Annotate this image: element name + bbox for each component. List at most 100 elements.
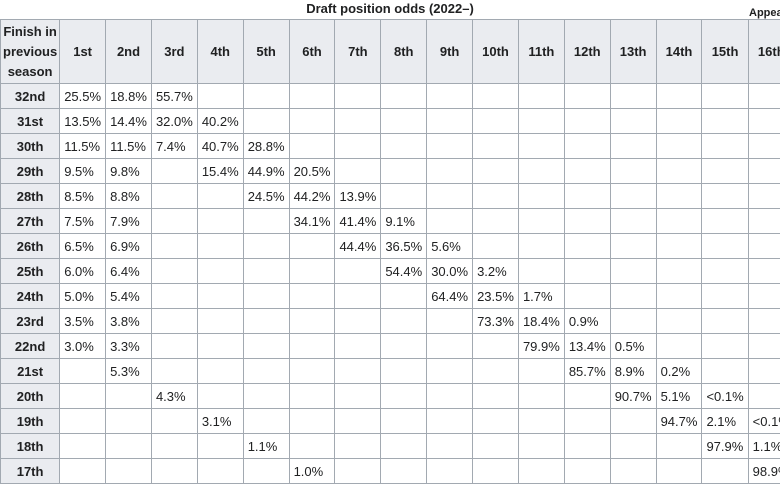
empty-cell: [563, 183, 611, 209]
odds-cell: 36.5%: [380, 233, 428, 259]
empty-cell: [747, 158, 780, 184]
empty-cell: [609, 433, 657, 459]
empty-cell: [380, 433, 428, 459]
empty-cell: [563, 208, 611, 234]
odds-cell: 79.9%: [517, 333, 565, 359]
empty-cell: [517, 158, 565, 184]
empty-cell: [609, 283, 657, 309]
empty-cell: [655, 108, 703, 134]
odds-cell: <0.1%: [747, 408, 780, 434]
empty-cell: [655, 208, 703, 234]
odds-cell: 0.5%: [609, 333, 657, 359]
empty-cell: [426, 133, 474, 159]
row-header: 28th: [0, 183, 61, 209]
empty-cell: [150, 233, 198, 259]
odds-cell: 3.1%: [196, 408, 244, 434]
empty-cell: [747, 308, 780, 334]
empty-cell: [701, 108, 749, 134]
empty-cell: [242, 233, 290, 259]
empty-cell: [517, 233, 565, 259]
odds-cell: 6.5%: [59, 233, 107, 259]
empty-cell: [701, 208, 749, 234]
odds-cell: 1.1%: [747, 433, 780, 459]
odds-cell: 0.2%: [655, 358, 703, 384]
empty-cell: [517, 133, 565, 159]
empty-cell: [380, 283, 428, 309]
empty-cell: [150, 433, 198, 459]
odds-cell: 3.0%: [59, 333, 107, 359]
empty-cell: [196, 258, 244, 284]
empty-cell: [609, 233, 657, 259]
empty-cell: [380, 83, 428, 109]
odds-cell: 40.2%: [196, 108, 244, 134]
empty-cell: [701, 283, 749, 309]
odds-cell: 6.4%: [105, 258, 152, 284]
odds-cell: 7.5%: [59, 208, 107, 234]
empty-cell: [701, 133, 749, 159]
empty-cell: [242, 83, 290, 109]
odds-cell: 64.4%: [426, 283, 474, 309]
empty-cell: [288, 433, 336, 459]
odds-cell: 23.5%: [472, 283, 519, 309]
empty-cell: [472, 433, 519, 459]
empty-cell: [150, 358, 198, 384]
odds-cell: 15.4%: [196, 158, 244, 184]
empty-cell: [747, 183, 780, 209]
empty-cell: [701, 233, 749, 259]
empty-cell: [655, 133, 703, 159]
empty-cell: [563, 433, 611, 459]
empty-cell: [242, 283, 290, 309]
odds-cell: 7.9%: [105, 208, 152, 234]
row-header: 30th: [0, 133, 61, 159]
empty-cell: [517, 358, 565, 384]
empty-cell: [563, 283, 611, 309]
empty-cell: [655, 333, 703, 359]
empty-cell: [242, 108, 290, 134]
empty-cell: [196, 308, 244, 334]
odds-cell: 6.9%: [105, 233, 152, 259]
empty-cell: [655, 233, 703, 259]
column-header: 14th: [655, 19, 703, 84]
empty-cell: [59, 408, 107, 434]
empty-cell: [563, 258, 611, 284]
empty-cell: [563, 158, 611, 184]
empty-cell: [472, 233, 519, 259]
row-header: 27th: [0, 208, 61, 234]
empty-cell: [563, 133, 611, 159]
odds-cell: 18.4%: [517, 308, 565, 334]
empty-cell: [655, 158, 703, 184]
empty-cell: [701, 308, 749, 334]
odds-cell: 98.9%: [747, 458, 780, 484]
empty-cell: [655, 183, 703, 209]
empty-cell: [380, 308, 428, 334]
row-header: 29th: [0, 158, 61, 184]
row-header: 26th: [0, 233, 61, 259]
odds-cell: 44.4%: [334, 233, 382, 259]
odds-cell: 8.9%: [609, 358, 657, 384]
empty-cell: [150, 333, 198, 359]
empty-cell: [609, 83, 657, 109]
empty-cell: [609, 408, 657, 434]
empty-cell: [150, 208, 198, 234]
row-header: 23rd: [0, 308, 61, 334]
odds-cell: 1.7%: [517, 283, 565, 309]
row-header: 24th: [0, 283, 61, 309]
empty-cell: [288, 283, 336, 309]
odds-cell: 85.7%: [563, 358, 611, 384]
empty-cell: [655, 283, 703, 309]
empty-cell: [150, 158, 198, 184]
odds-cell: 8.5%: [59, 183, 107, 209]
column-header: 9th: [426, 19, 474, 84]
empty-cell: [563, 458, 611, 484]
table-row: 27th 7.5% 7.9% 34.1% 41.4% 9.1%: [0, 208, 780, 234]
odds-cell: 44.9%: [242, 158, 290, 184]
empty-cell: [334, 408, 382, 434]
empty-cell: [609, 108, 657, 134]
empty-cell: [59, 358, 107, 384]
empty-cell: [150, 258, 198, 284]
empty-cell: [242, 333, 290, 359]
odds-cell: 11.5%: [59, 133, 107, 159]
empty-cell: [472, 333, 519, 359]
empty-cell: [196, 208, 244, 234]
empty-cell: [701, 258, 749, 284]
